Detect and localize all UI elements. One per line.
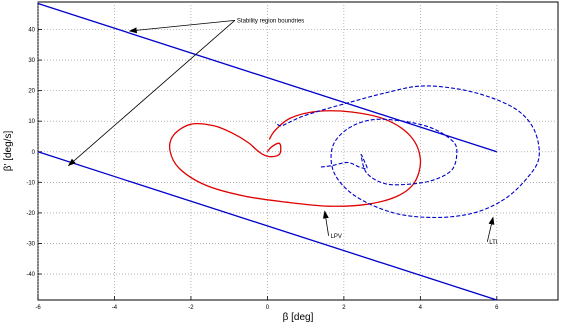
lti-annotation-label: LTI [489, 240, 498, 246]
y-tick-label: -40 [26, 272, 35, 278]
x-tick-label: -2 [188, 305, 194, 311]
plot-frame [37, 1, 559, 301]
x-tick-label: 6 [495, 305, 499, 311]
x-tick-label: -6 [35, 305, 41, 311]
lti-arrow [486, 216, 495, 243]
y-tick-label: 20 [28, 89, 35, 95]
annotations: Stability region boundries LPV LTI [67, 18, 498, 246]
upper-boundary-line [37, 2, 497, 153]
x-axis-label: β [deg] [283, 312, 314, 323]
y-tick-label: 30 [28, 58, 35, 64]
y-tick-label: 40 [28, 28, 35, 34]
lpv-annotation-label: LPV [331, 234, 342, 240]
x-tick-label: 4 [419, 305, 423, 311]
y-tick-label: -30 [26, 241, 35, 247]
series-group [37, 2, 540, 301]
y-tick-label: -20 [26, 211, 35, 217]
stability-arrow [67, 20, 236, 167]
y-tick-label: 10 [28, 119, 35, 125]
y-tick-label: -10 [26, 180, 35, 186]
x-tick-label: 2 [342, 305, 346, 311]
stability-arrow [128, 19, 235, 34]
lpv-arrow [322, 210, 329, 236]
x-tick-label: 0 [266, 305, 270, 311]
x-tick-label: -4 [112, 305, 118, 311]
stability-annotation-label: Stability region boundries [237, 18, 304, 24]
y-tick-label: 0 [32, 150, 36, 156]
lti-trajectory-line [274, 85, 540, 219]
lower-boundary-line [37, 151, 497, 301]
y-axis-label: β' [deg/s] [3, 131, 14, 172]
